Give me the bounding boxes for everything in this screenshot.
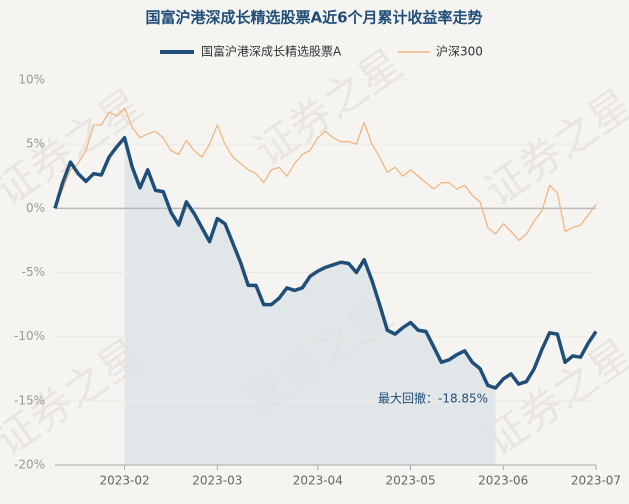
y-tick-label: 0% [26, 201, 45, 215]
line-series [53, 136, 598, 390]
drawdown-area [124, 137, 496, 465]
x-tick-label: 2023-05 [385, 474, 435, 488]
legend-label: 沪深300 [436, 45, 483, 59]
x-tick-label: 2023-06 [478, 474, 528, 488]
x-tick-label: 2023-03 [192, 474, 242, 488]
legend-label: 国富沪港深成长精选股票A [201, 44, 342, 59]
y-tick-label: -20% [14, 458, 45, 472]
drawdown-label: 最大回撤：-18.85% [378, 391, 488, 406]
legend: 国富沪港深成长精选股票A 沪深300 [160, 44, 483, 59]
y-tick-label: -10% [14, 329, 45, 343]
watermark: 证券之星 [475, 79, 629, 216]
line-series [54, 107, 597, 242]
x-tick-label: 2023-02 [99, 474, 149, 488]
y-tick-label: -15% [14, 393, 45, 407]
y-tick-label: -5% [22, 265, 45, 279]
x-tick-label: 2023-07 [571, 474, 621, 488]
watermark: 证券之星 [475, 329, 629, 466]
chart-title: 国富沪港深成长精选股票A近6个月累计收益率走势 [145, 9, 482, 27]
y-tick-label: 10% [18, 73, 45, 87]
y-tick-label: 5% [26, 137, 45, 151]
watermark: 证券之星 [245, 39, 411, 176]
x-tick-label: 2023-04 [293, 474, 343, 488]
